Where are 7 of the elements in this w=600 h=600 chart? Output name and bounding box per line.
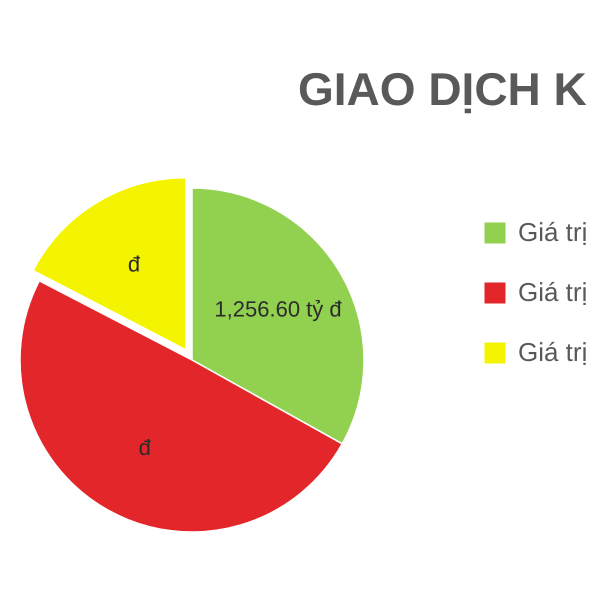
- legend-label: Giá trị: [518, 337, 588, 367]
- legend-label: Giá trị: [518, 217, 588, 247]
- data-label: 1,256.60 tỷ đ: [214, 296, 342, 322]
- data-label: đ: [128, 251, 141, 276]
- legend-label: Giá trị: [518, 277, 588, 307]
- chart-title: GIAO DỊCH K: [298, 63, 587, 115]
- data-label: đ: [138, 434, 152, 460]
